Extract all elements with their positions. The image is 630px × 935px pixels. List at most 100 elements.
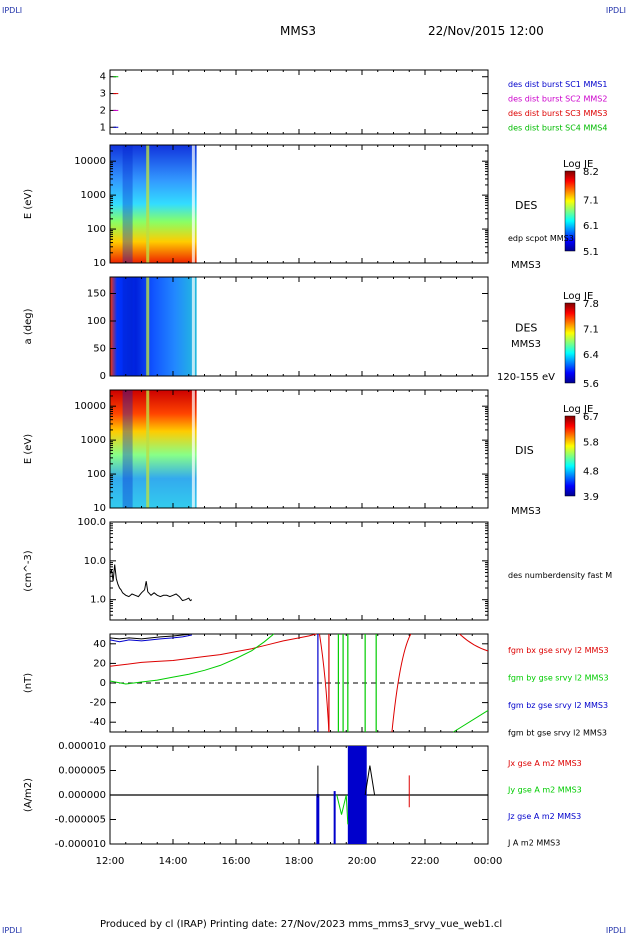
magnetic-field-series-line: [109, 634, 192, 643]
x-axis-tick-label: 22:00: [411, 856, 440, 867]
current-density-ytick-label: -0.000005: [55, 815, 106, 826]
spacecraft-title: MMS3: [280, 24, 316, 38]
des-energy-colorbar-tick: 7.1: [583, 195, 599, 206]
x-axis-tick-label: 14:00: [159, 856, 188, 867]
availability-ytick-label: 1: [100, 122, 106, 133]
magnetic-field-by-tail: [453, 710, 489, 733]
des-energy-heatmap-band: [122, 145, 133, 263]
magnetic-field-series-line: [109, 633, 317, 667]
des-energy-heatmap-gap: [191, 145, 195, 263]
des-energy-ytick-label: 10000: [74, 156, 106, 167]
des-pitch-instrument-label: DES: [515, 322, 537, 335]
availability-legend-entry: des dist burst SC4 MMS4: [508, 124, 607, 133]
current-density-ytick-label: 0.000000: [58, 790, 106, 801]
des-energy-colorbar: [564, 170, 576, 252]
des-pitch-sc-label: MMS3: [511, 339, 541, 350]
current-density-ytick-label: 0.000005: [58, 766, 106, 777]
des-energy-sc-label: MMS3: [511, 260, 541, 271]
dis-energy-ytick-label: 1000: [81, 435, 106, 446]
magnetic-field-ytick-label: 0: [100, 678, 106, 689]
current-density-legend: Jz gse A m2 MMS3: [507, 812, 581, 821]
des-pitch-colorbar-tick: 6.4: [583, 350, 599, 361]
des-pitch-ytick-label: 50: [93, 344, 106, 355]
current-density-spike: [316, 794, 320, 844]
magnetic-field-bx-return: [391, 633, 412, 733]
dis-energy-colorbar-tick: 3.9: [583, 492, 599, 503]
x-axis-tick-label: 00:00: [474, 856, 503, 867]
density-ylabel: (cm^-3): [23, 550, 34, 591]
des-energy-colorbar-tick: 6.1: [583, 221, 599, 232]
des-energy-scpot-label: edp scpot MMS3: [508, 234, 574, 243]
dis-energy-ytick-label: 10: [93, 503, 106, 514]
magnetic-field-legend: fgm by gse srvy l2 MMS3: [508, 674, 609, 683]
des-energy-colorbar-title: Log JE: [563, 159, 593, 170]
magnetic-field-legend: fgm bz gse srvy l2 MMS3: [508, 701, 608, 710]
des-pitch-colorbar-tick: 5.6: [583, 379, 599, 390]
current-density-burst: [347, 746, 367, 844]
magnetic-field-series-line: [109, 633, 275, 685]
des-pitch-range-label: 120-155 eV: [497, 372, 555, 383]
des-pitch-heatmap-stripe: [146, 277, 150, 376]
availability-ytick-label: 4: [100, 72, 106, 83]
des-energy-ytick-label: 1000: [81, 190, 106, 201]
x-axis-tick-label: 12:00: [96, 856, 125, 867]
dis-energy-heatmap-gap: [191, 390, 195, 508]
magnetic-field-bx-transition: [318, 633, 330, 733]
density-ytick-label: 100.0: [77, 517, 106, 528]
current-density-ytick-label: 0.000010: [58, 741, 106, 752]
availability-ytick-label: 3: [100, 89, 106, 100]
current-density-legend: Jx gse A m2 MMS3: [507, 759, 582, 768]
dis-energy-sc-label: MMS3: [511, 506, 541, 517]
current-density-jy-trace: [336, 794, 349, 825]
magnetic-field-ytick-label: -20: [90, 698, 106, 709]
current-density-spike: [333, 791, 336, 844]
des-pitch-colorbar: [564, 302, 576, 384]
magnetic-field-ytick-label: 20: [93, 658, 106, 669]
des-pitch-colorbar-tick: 7.1: [583, 324, 599, 335]
des-pitch-heatmap-gap: [191, 277, 195, 376]
x-axis-tick-label: 18:00: [285, 856, 314, 867]
density-frame: [109, 521, 489, 621]
dis-energy-ylabel: E (eV): [23, 434, 34, 464]
magnetic-field-series-line: [109, 633, 192, 640]
dis-energy-instrument-label: DIS: [515, 444, 534, 457]
des-pitch-ytick-label: 100: [87, 316, 106, 327]
des-pitch-ytick-label: 150: [87, 289, 106, 300]
availability-frame: [109, 69, 489, 135]
magnetic-field-legend: fgm bt gse srvy l2 MMS3: [508, 729, 607, 738]
dis-energy-heatmap-band: [122, 390, 133, 508]
corner-label-bottom-right: IPDLI: [605, 926, 626, 935]
des-energy-heatmap-stripe: [146, 145, 150, 263]
x-axis-tick-label: 16:00: [222, 856, 251, 867]
density-series-line: [109, 564, 193, 602]
datetime-title: 22/Nov/2015 12:00: [428, 24, 544, 38]
magnetic-field-ylabel: (nT): [23, 673, 34, 693]
des-energy-ytick-label: 100: [87, 224, 106, 235]
dis-energy-heatmap-stripe: [146, 390, 150, 508]
des-energy-ytick-label: 10: [93, 258, 106, 269]
availability-ytick-label: 2: [100, 105, 106, 116]
des-energy-instrument-label: DES: [515, 199, 537, 212]
corner-label-top-right: IPDLI: [605, 6, 626, 15]
current-density-legend: Jy gse A m2 MMS3: [507, 786, 582, 795]
current-density-ylabel: (A/m2): [23, 778, 34, 812]
density-ytick-label: 10.0: [84, 556, 106, 567]
dis-energy-colorbar-tick: 6.7: [583, 412, 599, 423]
des-pitch-ylabel: a (deg): [23, 308, 34, 344]
corner-label-bottom-left: IPDLI: [2, 926, 23, 935]
availability-legend-entry: des dist burst SC2 MMS2: [508, 95, 607, 104]
des-pitch-heatmap-band: [122, 277, 133, 376]
current-density-ytick-label: -0.000010: [55, 839, 106, 850]
footer-credits: Produced by cl (IRAP) Printing date: 27/…: [100, 919, 503, 930]
des-energy-heatmap-fill: [110, 145, 197, 263]
des-pitch-ytick-label: 0: [100, 371, 106, 382]
dis-energy-colorbar-tick: 5.8: [583, 438, 599, 449]
des-energy-ylabel: E (eV): [23, 189, 34, 219]
availability-legend-entry: des dist burst SC1 MMS1: [508, 80, 607, 89]
corner-label-top-left: IPDLI: [2, 6, 23, 15]
dis-energy-colorbar: [564, 415, 576, 497]
magnetic-field-bx-tail: [459, 633, 489, 652]
dis-energy-ytick-label: 10000: [74, 401, 106, 412]
density-legend: des numberdensity fast M: [508, 571, 612, 580]
